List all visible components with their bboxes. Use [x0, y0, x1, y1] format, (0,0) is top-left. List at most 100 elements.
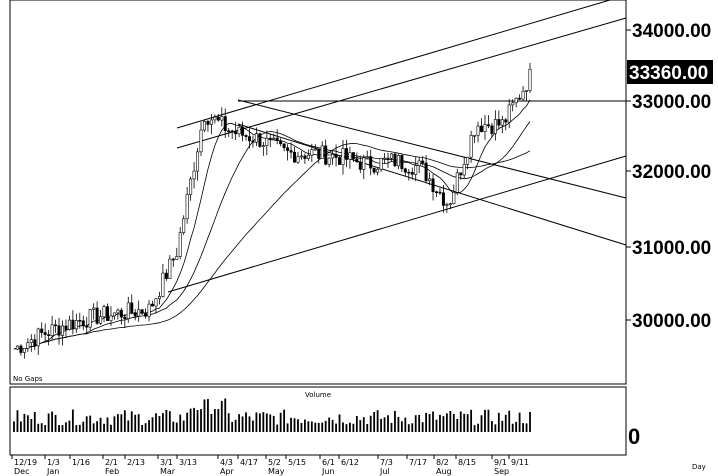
candle-body [507, 104, 511, 123]
candle-body [99, 316, 103, 324]
candle-body [126, 302, 130, 319]
candle-body [521, 90, 525, 100]
candle-body [324, 145, 328, 165]
candle-body [372, 167, 376, 173]
candle-body [85, 325, 89, 328]
volume-bar [522, 423, 524, 432]
candle-body [369, 156, 373, 169]
candle-body [362, 157, 366, 170]
volume-bar [449, 410, 452, 432]
candle-body [313, 148, 317, 151]
candle-body [230, 130, 234, 133]
candle-body [455, 172, 459, 193]
candle-body [452, 192, 456, 205]
volume-bar [411, 423, 414, 432]
candle-body [57, 325, 61, 336]
volume-bar [324, 420, 327, 432]
x-axis-labels: 12/19 1/3 1/16 2/1 2/13 3/1 3/13 4/3 4/17 5/2 5/15… [11, 455, 529, 476]
volume-bar [480, 415, 483, 432]
volume-bar [200, 409, 202, 432]
x-tick-day-label: 3/1 [160, 458, 173, 467]
volume-bar [182, 420, 185, 432]
candle-body [327, 157, 331, 165]
volume-bar [123, 410, 126, 432]
x-tick-day-label: 1/3 [47, 458, 60, 467]
candle-body [144, 313, 148, 317]
candle-body [154, 298, 158, 307]
candle-body [511, 102, 515, 106]
x-tick-day-label: 4/17 [240, 458, 258, 467]
x-tick-month-label: Dec [14, 467, 29, 476]
volume-y-tick: 0 [628, 424, 640, 449]
candle-body [459, 172, 463, 176]
y-tick-label: 30000.00 [632, 311, 711, 332]
candle-body [476, 125, 480, 136]
volume-bar [487, 409, 490, 432]
candle-body [54, 324, 58, 327]
volume-bar [321, 422, 324, 432]
price-panel [9, 0, 627, 385]
candle-body [102, 306, 106, 318]
candle-body [192, 170, 196, 180]
candle-body [81, 320, 85, 327]
volume-bar [508, 410, 511, 432]
candle-body [286, 147, 290, 151]
volume-bar [276, 424, 279, 432]
volume-bar [40, 423, 43, 432]
volume-bar [203, 399, 206, 432]
candle-body [438, 191, 442, 194]
x-tick-day-label: 1/16 [72, 458, 90, 467]
volume-bar [355, 415, 358, 432]
candle-body [441, 192, 445, 206]
candle-body [497, 119, 501, 126]
volume-bar [58, 425, 60, 432]
candle-body [161, 272, 165, 297]
candle-body [490, 125, 494, 134]
candle-body [15, 345, 19, 350]
candle-body [421, 160, 425, 164]
volume-bar [265, 413, 268, 432]
x-tick-day-label: 9/11 [511, 458, 529, 467]
candle-body [137, 309, 141, 317]
candle-body [299, 155, 303, 158]
candle-body [258, 133, 262, 147]
candle-body [234, 131, 238, 135]
volume-bar [439, 414, 441, 432]
candle-body [178, 232, 182, 257]
candle-body [344, 148, 348, 160]
volume-bar [213, 409, 216, 432]
candle-body [289, 150, 293, 153]
candle-body [504, 119, 508, 123]
candle-body [320, 145, 324, 159]
volume-bar [44, 425, 47, 432]
candle-body [483, 124, 487, 132]
candle-body [525, 90, 529, 92]
x-tick-day-label: 8/15 [458, 458, 476, 467]
volume-bars [13, 398, 531, 432]
candle-body [393, 153, 397, 167]
candle-body [275, 137, 279, 142]
x-tick-day-label: 7/3 [380, 458, 393, 467]
candle-body [376, 168, 380, 173]
volume-bar [297, 419, 299, 432]
moving-average-line [13, 121, 531, 350]
candle-body [175, 256, 179, 260]
x-tick-day-label: 3/13 [179, 458, 197, 467]
volume-bar [338, 414, 341, 432]
candle-body [407, 171, 411, 174]
candle-body [351, 152, 355, 160]
volume-bar [238, 414, 241, 432]
candle-body [528, 68, 532, 91]
volume-bar [258, 413, 261, 432]
volume-bar [293, 418, 296, 432]
candle-body [119, 309, 123, 318]
volume-bar [432, 411, 434, 432]
volume-bar [317, 422, 320, 432]
x-tick-month-label: Apr [220, 467, 235, 476]
moving-average-line [13, 142, 531, 350]
candle-body [383, 157, 387, 160]
candle-body [303, 155, 307, 159]
volume-bar [85, 416, 88, 432]
candle-body [334, 153, 338, 158]
candle-body [182, 218, 186, 233]
